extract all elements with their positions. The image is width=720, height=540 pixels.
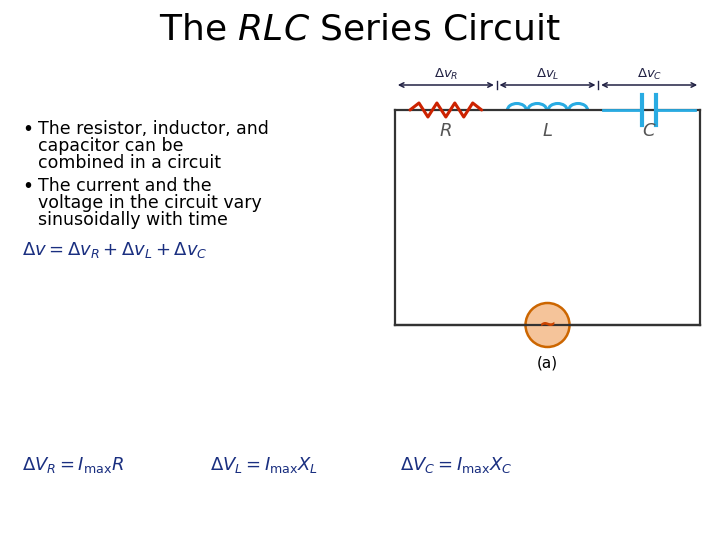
Text: (a): (a): [537, 355, 558, 370]
Text: The resistor, inductor, and: The resistor, inductor, and: [38, 120, 269, 138]
Text: ~: ~: [539, 315, 557, 335]
Text: capacitor can be: capacitor can be: [38, 137, 184, 155]
Text: $\Delta v = \Delta v_R + \Delta v_L + \Delta v_C$: $\Delta v = \Delta v_R + \Delta v_L + \D…: [22, 240, 207, 260]
Text: voltage in the circuit vary: voltage in the circuit vary: [38, 194, 262, 212]
Text: $\Delta V_R = I_{\mathrm{max}}R$: $\Delta V_R = I_{\mathrm{max}}R$: [22, 455, 124, 475]
Text: $C$: $C$: [642, 122, 657, 140]
Circle shape: [526, 303, 570, 347]
Text: $\Delta v_R$: $\Delta v_R$: [433, 67, 458, 82]
Text: •: •: [22, 120, 33, 139]
Text: •: •: [22, 177, 33, 196]
Text: sinusoidally with time: sinusoidally with time: [38, 211, 228, 229]
Text: The $\mathit{RLC}$ Series Circuit: The $\mathit{RLC}$ Series Circuit: [159, 13, 561, 47]
Text: The current and the: The current and the: [38, 177, 212, 195]
Text: $\Delta V_C = I_{\mathrm{max}}X_C$: $\Delta V_C = I_{\mathrm{max}}X_C$: [400, 455, 513, 475]
Text: $L$: $L$: [542, 122, 553, 140]
Text: $R$: $R$: [439, 122, 452, 140]
Text: combined in a circuit: combined in a circuit: [38, 154, 221, 172]
Text: $\Delta v_C$: $\Delta v_C$: [636, 67, 662, 82]
Text: $\Delta v_L$: $\Delta v_L$: [536, 67, 559, 82]
Text: $\Delta V_L = I_{\mathrm{max}}X_L$: $\Delta V_L = I_{\mathrm{max}}X_L$: [210, 455, 318, 475]
